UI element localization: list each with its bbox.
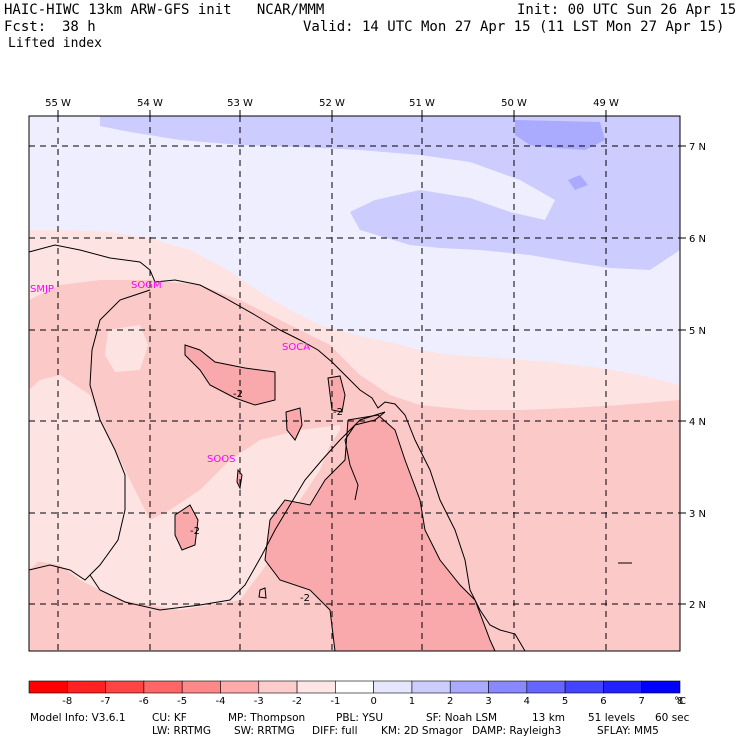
lon-label: 54 W xyxy=(137,98,163,109)
footer-lw: LW: RRTMG xyxy=(152,725,211,737)
contour-value-labels: -2 -2 -2 -2 xyxy=(190,389,343,604)
map-frame xyxy=(28,115,681,652)
colorbar-unit: °C xyxy=(674,696,686,707)
footer-sf: SF: Noah LSM xyxy=(426,712,498,724)
colorbar-tick-label: 4 xyxy=(524,696,530,707)
fill-region-light-pink-island xyxy=(105,325,148,372)
colorbar-swatch xyxy=(296,680,336,694)
coastline xyxy=(28,244,526,652)
colorbar-swatch xyxy=(335,680,374,694)
footer-km: KM: 2D Smagor xyxy=(381,725,463,737)
colorbar-tick-label: 1 xyxy=(409,696,415,707)
colorbar-swatch xyxy=(526,680,566,694)
colorbar-swatch xyxy=(105,680,145,694)
colorbar-swatch xyxy=(411,680,451,694)
lon-label: 51 W xyxy=(409,98,435,109)
axis-ticks xyxy=(57,110,686,605)
contour-label: -2 xyxy=(233,389,243,400)
footer-model-info: Model Info: V3.6.1 xyxy=(30,712,126,724)
longitude-labels: 55 W 54 W 53 W 52 W 51 W 50 W 49 W xyxy=(45,98,619,109)
station-labels: SMJP SOGM SOCA SOOS xyxy=(30,280,310,465)
border-oyapock xyxy=(344,411,386,501)
colorbar: -8 -7 -6 -5 -4 -3 -2 -1 0 1 2 3 4 5 6 7 8 xyxy=(28,680,683,707)
colorbar-tick-label: -8 xyxy=(62,696,72,707)
header-forecast-label: Fcst: xyxy=(4,19,47,35)
header-field-name: Lifted index xyxy=(8,36,102,51)
colorbar-tick-label: -6 xyxy=(139,696,149,707)
lon-label: 53 W xyxy=(227,98,253,109)
footer-cu: CU: KF xyxy=(152,712,187,724)
colorbar-swatch xyxy=(181,680,221,694)
lon-label: 52 W xyxy=(319,98,345,109)
colorbar-tick-label: -7 xyxy=(101,696,111,707)
latitude-labels: 7 N 6 N 5 N 4 N 3 N 2 N xyxy=(689,142,706,611)
colorbar-tick-label: 8 xyxy=(677,696,683,707)
colorbar-swatch xyxy=(564,680,604,694)
lon-label: 49 W xyxy=(593,98,619,109)
colorbar-tick-label: 7 xyxy=(639,696,645,707)
fill-region-strong-pink xyxy=(286,408,302,440)
lat-label: 2 N xyxy=(689,600,706,611)
station-label: SOOS xyxy=(207,454,235,465)
colorbar-tick-label: 3 xyxy=(485,696,491,707)
lifted-index-field xyxy=(29,116,680,651)
colorbar-tick-label: 2 xyxy=(447,696,453,707)
colorbar-tick-label: -1 xyxy=(330,696,340,707)
header-forecast-hour: 38 h xyxy=(62,19,96,35)
footer-resolution: 13 km xyxy=(532,712,566,724)
colorbar-swatch xyxy=(258,680,298,694)
colorbar-swatch xyxy=(66,680,106,694)
station-label: SMJP xyxy=(30,284,54,295)
fill-region-strong-pink xyxy=(185,345,275,405)
lon-label: 55 W xyxy=(45,98,71,109)
fill-region-strong-blue xyxy=(515,120,605,190)
fill-region-strong-pink xyxy=(175,505,198,550)
header-model-line: HAIC-HIWC 13km ARW-GFS init NCAR/MMM xyxy=(4,2,325,18)
footer-mp: MP: Thompson xyxy=(228,712,306,724)
colorbar-tick-label: 6 xyxy=(600,696,606,707)
fill-region-light-blue xyxy=(29,116,680,385)
station-label: SOCA xyxy=(282,342,310,353)
lat-label: 7 N xyxy=(689,142,706,153)
colorbar-swatch xyxy=(488,680,528,694)
lat-label: 3 N xyxy=(689,509,706,520)
footer-sflay: SFLAY: MM5 xyxy=(597,725,659,737)
colorbar-tick-label: -5 xyxy=(177,696,187,707)
colorbar-tick-label: -4 xyxy=(215,696,225,707)
contour-label: -2 xyxy=(190,526,200,537)
colorbar-swatch xyxy=(28,680,68,694)
colorbar-swatch xyxy=(603,680,643,694)
colorbar-swatch xyxy=(373,680,413,694)
lat-label: 6 N xyxy=(689,234,706,245)
header-valid-time: Valid: 14 UTC Mon 27 Apr 15 (11 LST Mon … xyxy=(303,19,725,35)
lat-label: 4 N xyxy=(689,417,706,428)
colorbar-tick-label: 0 xyxy=(370,696,376,707)
colorbar-swatch xyxy=(641,680,681,694)
lat-lon-grid xyxy=(29,116,680,651)
footer-levels: 51 levels xyxy=(588,712,636,724)
lon-label: 50 W xyxy=(501,98,527,109)
contour-label: -2 xyxy=(333,407,343,418)
colorbar-swatch xyxy=(143,680,183,694)
fill-region-strong-pink xyxy=(265,415,495,651)
colorbar-tick-label: 5 xyxy=(562,696,568,707)
footer-diff: DIFF: full xyxy=(312,725,358,737)
fill-region-medium-blue xyxy=(100,116,680,270)
colorbar-tick-label: -2 xyxy=(292,696,302,707)
footer-sw: SW: RRTMG xyxy=(234,725,295,737)
footer-damp: DAMP: Rayleigh3 xyxy=(472,725,562,737)
contour-label: -2 xyxy=(300,593,310,604)
header-init-time: Init: 00 UTC Sun 26 Apr 15 xyxy=(517,2,737,18)
footer-pbl: PBL: YSU xyxy=(336,712,384,724)
station-label: SOGM xyxy=(131,280,162,291)
border-guyane-brazil xyxy=(89,411,386,611)
colorbar-tick-label: -3 xyxy=(254,696,264,707)
colorbar-swatch xyxy=(220,680,260,694)
fill-region-light-pink-island xyxy=(29,385,95,570)
lat-label: 5 N xyxy=(689,326,706,337)
colorbar-swatch xyxy=(449,680,489,694)
footer-timestep: 60 sec xyxy=(655,712,690,724)
